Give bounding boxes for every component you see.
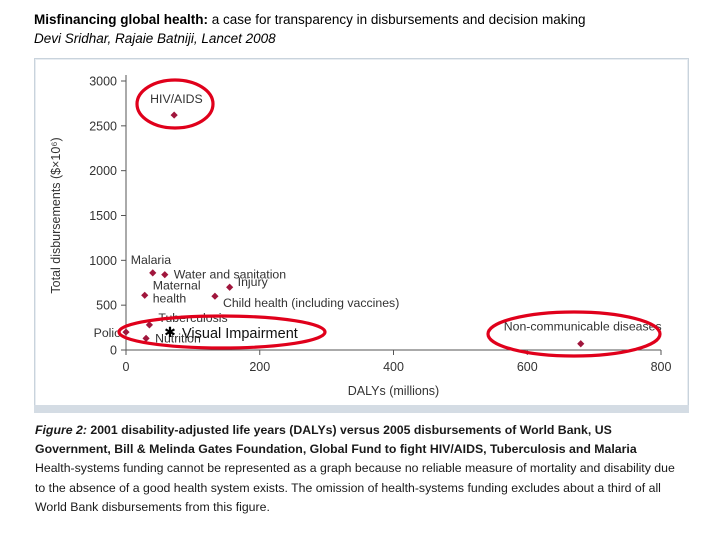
data-point — [122, 328, 130, 336]
point-label: Malaria — [131, 253, 171, 267]
data-point — [211, 292, 219, 300]
y-tick-label: 1000 — [89, 254, 117, 268]
x-tick-label: 600 — [517, 360, 538, 374]
point-label: Maternal health — [153, 278, 201, 305]
hiv-highlight-ellipse — [135, 78, 215, 130]
y-tick-label: 1500 — [89, 209, 117, 223]
point-label: Non-communicable diseases — [504, 320, 662, 334]
data-point — [142, 334, 150, 342]
point-label: Polio — [94, 326, 122, 340]
x-tick-label: 400 — [383, 360, 404, 374]
y-tick-label: 2500 — [89, 119, 117, 133]
annotation-star-icon: ✱ — [164, 324, 176, 340]
point-label: Child health (including vaccines) — [223, 296, 399, 310]
x-tick-label: 800 — [651, 360, 672, 374]
y-tick-label: 3000 — [89, 75, 117, 89]
data-point — [141, 291, 149, 299]
paper-authors: Devi Sridhar, Rajaie Batniji, Lancet 200… — [34, 31, 276, 46]
slide-header: Misfinancing global health: a case for t… — [34, 10, 585, 48]
data-point — [226, 283, 234, 291]
data-point — [145, 321, 154, 329]
data-point — [149, 269, 157, 277]
x-tick-label: 200 — [249, 360, 270, 374]
x-tick-label: 0 — [123, 360, 130, 374]
data-point — [170, 111, 178, 119]
scatter-chart: 0 500 1000 1500 2000 2500 3000 0 200 400 600 800 DAL… — [49, 75, 672, 399]
caption-title: Figure 2: 2001 disability-adjusted life … — [35, 423, 637, 457]
paper-title: Misfinancing global health: a case for t… — [34, 12, 586, 27]
point-label: HIV/AIDS — [150, 92, 203, 106]
x-axis-title: DALYs (millions) — [348, 384, 439, 398]
y-axis-title: Total disbursements ($×10⁶) — [49, 137, 63, 293]
caption-body: Health-systems funding cannot be represe… — [35, 461, 675, 514]
y-tick-label: 2000 — [89, 164, 117, 178]
visual-impairment-highlight-ellipse — [117, 314, 327, 350]
data-point — [577, 340, 585, 348]
y-tick-label: 500 — [96, 299, 117, 313]
point-label: Water and sanitation — [174, 268, 286, 282]
ncd-highlight-ellipse — [486, 310, 662, 358]
point-label: Nutrition — [155, 331, 201, 345]
point-label: Injury — [238, 275, 269, 289]
data-point — [161, 271, 169, 279]
figure-frame-bottom-band — [34, 405, 689, 413]
annotation-label: Visual Impairment — [182, 326, 298, 342]
y-tick-label: 0 — [110, 344, 117, 358]
figure-caption: Figure 2: 2001 disability-adjusted life … — [35, 421, 685, 517]
